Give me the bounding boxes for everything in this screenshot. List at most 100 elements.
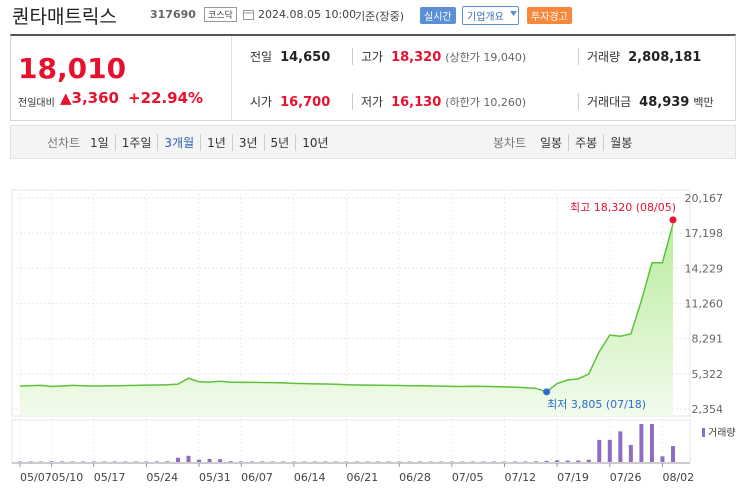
- volume-bar: [565, 460, 570, 462]
- tab-group-label: 선차트: [47, 136, 81, 150]
- period-tab[interactable]: 1주일: [114, 134, 158, 151]
- x-tick-label: 05/24: [146, 471, 178, 484]
- quote-note: (상한가 19,040): [445, 51, 527, 64]
- volume-bar: [70, 461, 75, 462]
- x-tick-label: 06/14: [294, 471, 326, 484]
- quote-label: 거래량: [587, 50, 621, 64]
- quote-cell: 거래량 2,808,181: [578, 48, 701, 65]
- volume-bar: [660, 456, 665, 462]
- volume-bar: [186, 455, 191, 462]
- volume-bar: [154, 461, 159, 462]
- quote-value: 48,939: [639, 95, 690, 110]
- volume-bar: [18, 461, 22, 462]
- change-rate: +22.94%: [128, 89, 204, 107]
- x-tick-label: 08/02: [662, 471, 694, 484]
- price-area: [20, 223, 673, 416]
- x-tick-label: 07/26: [610, 471, 642, 484]
- volume-bar: [102, 461, 107, 462]
- quote-unit: 백만: [693, 96, 714, 109]
- volume-bar: [639, 424, 644, 462]
- y-tick-label: 17,198: [685, 227, 724, 240]
- x-tick-label: 07/19: [557, 471, 589, 484]
- x-tick-label: 05/17: [94, 471, 126, 484]
- quote-note: (하한가 10,260): [445, 96, 527, 109]
- y-tick-label: 11,260: [685, 298, 724, 311]
- low-label: 최저 3,805 (07/18): [547, 398, 646, 411]
- dropdown-arrow: [510, 11, 517, 16]
- period-tab[interactable]: 10년: [295, 134, 334, 151]
- x-tick-label: 07/05: [452, 471, 484, 484]
- period-tab[interactable]: 3년: [231, 134, 264, 151]
- y-tick-label: 5,322: [692, 368, 724, 381]
- volume-bar: [270, 461, 275, 462]
- quote-value: 16,700: [280, 95, 331, 110]
- tab-group-label: 봉차트: [493, 136, 527, 150]
- volume-bar: [228, 461, 233, 462]
- volume-bar: [586, 459, 591, 462]
- divider: [231, 36, 232, 120]
- volume-bar: [81, 461, 86, 462]
- y-tick-label: 20,167: [685, 192, 724, 205]
- volume-bar: [523, 461, 528, 462]
- high-label: 최고 18,320 (08/05): [570, 201, 676, 214]
- stock-name: 퀀타매트릭스: [12, 6, 117, 28]
- candle-tab[interactable]: 일봉: [540, 136, 563, 150]
- volume-bar: [249, 461, 254, 462]
- period-tab[interactable]: 1일: [90, 136, 109, 150]
- volume-bar: [112, 461, 117, 462]
- company-button[interactable]: 기업개요: [462, 6, 519, 25]
- change: ▲3,360: [60, 89, 119, 107]
- y-tick-label: 14,229: [685, 262, 724, 275]
- quote-label: 저가: [361, 95, 384, 109]
- volume-bar: [291, 461, 296, 462]
- quote-label: 시가: [250, 95, 273, 109]
- volume-bar: [260, 461, 265, 462]
- quote-label: 거래대금: [587, 95, 632, 109]
- volume-bar: [49, 461, 54, 462]
- volume-bar: [618, 431, 623, 462]
- stock-code: 317690: [150, 8, 196, 21]
- volume-bar: [544, 460, 549, 462]
- realtime-button[interactable]: 실시간: [420, 7, 456, 24]
- datetime: 2024.08.05 10:00: [258, 8, 357, 21]
- legend-label: 거래량: [708, 427, 736, 439]
- volume-bar: [39, 461, 44, 462]
- quote-cell: 저가 16,130 (하한가 10,260): [352, 93, 526, 110]
- volume-bar: [60, 461, 65, 462]
- market-badge: 코스닥: [204, 7, 237, 22]
- calendar-icon: [243, 10, 254, 20]
- x-tick-label: 05/10: [52, 471, 84, 484]
- volume-bar: [534, 461, 539, 462]
- quote-value: 18,320: [391, 50, 442, 65]
- x-tick-label: 06/21: [347, 471, 379, 484]
- x-tick-label: 05/31: [199, 471, 231, 484]
- price-line: [19, 223, 674, 393]
- quote-cell: 시가 16,700: [242, 93, 330, 110]
- period-tab[interactable]: 1년: [200, 134, 232, 151]
- warning-badge[interactable]: 투자경고: [527, 7, 572, 24]
- x-tick-label: 06/28: [399, 471, 431, 484]
- volume-bar: [197, 459, 202, 462]
- period-tab[interactable]: 3개월: [157, 134, 200, 151]
- change-label: 전일대비: [18, 98, 55, 109]
- x-tick-label: 06/07: [241, 471, 273, 484]
- quote-value: 2,808,181: [628, 50, 702, 65]
- quote-cell: 전일 14,650: [242, 48, 330, 65]
- candle-tab[interactable]: 월봉: [603, 134, 638, 151]
- volume-bar: [165, 461, 170, 462]
- period-tab[interactable]: 5년: [263, 134, 296, 151]
- low-marker: [543, 388, 551, 396]
- quote-value: 16,130: [391, 95, 442, 110]
- y-tick-label: 8,291: [692, 333, 724, 346]
- volume-bar: [207, 458, 212, 462]
- high-marker: [669, 216, 677, 224]
- volume-bar: [91, 461, 96, 462]
- legend-swatch: [702, 428, 705, 437]
- candle-tab[interactable]: 주봉: [568, 134, 603, 151]
- volume-bar: [649, 424, 654, 462]
- volume-bar: [218, 459, 223, 462]
- tab-bar: [10, 125, 736, 159]
- volume-bar: [607, 439, 612, 462]
- quote-box: [10, 34, 736, 121]
